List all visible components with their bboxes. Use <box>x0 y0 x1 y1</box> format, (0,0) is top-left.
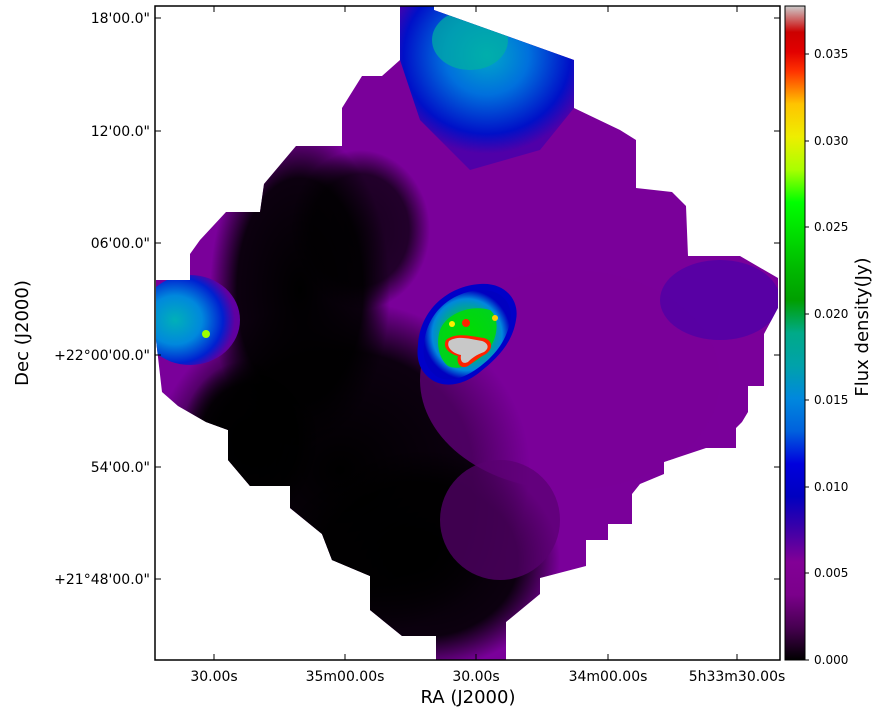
x-tick-label-1: 30.00s <box>190 669 237 685</box>
x-tick-label-2: 35m00.00s <box>306 669 385 685</box>
image-panel: 30.00s 35m00.00s 30.00s 34m00.00s 5h33m3… <box>12 5 786 708</box>
colorbar-tick-4: 0.020 <box>814 307 848 321</box>
y-axis-title: Dec (J2000) <box>12 280 33 386</box>
colorbar-tick-2: 0.010 <box>814 480 848 494</box>
x-tick-label-3: 30.00s <box>452 669 499 685</box>
y-tick-label-2: 12'00.0" <box>91 124 150 140</box>
y-ticks <box>155 17 780 580</box>
x-axis-title: RA (J2000) <box>421 687 516 708</box>
colorbar: 0.000 0.005 0.010 0.015 0.020 0.025 0.03… <box>784 5 873 667</box>
y-tick-label-4: +22°00'00.0" <box>54 348 150 364</box>
colorbar-tick-3: 0.015 <box>814 393 848 407</box>
colorbar-gradient <box>784 5 806 661</box>
x-tick-label-5: 5h33m30.00s <box>689 669 786 685</box>
y-tick-label-6: +21°48'00.0" <box>54 572 150 588</box>
western-emission <box>156 275 240 365</box>
colorbar-title: Flux density(Jy) <box>852 257 873 396</box>
y-tick-label-3: 06'00.0" <box>91 236 150 252</box>
x-tick-label-4: 34m00.00s <box>569 669 648 685</box>
colorbar-tick-7: 0.035 <box>814 47 848 61</box>
colorbar-tick-5: 0.025 <box>814 220 848 234</box>
x-ticks <box>213 6 738 660</box>
colorbar-tick-0: 0.000 <box>814 653 848 667</box>
image-frame <box>154 5 781 661</box>
colorbar-tick-6: 0.030 <box>814 134 848 148</box>
central-source <box>417 283 517 385</box>
y-tick-label-1: 18'00.0" <box>91 11 150 27</box>
y-tick-label-5: 54'00.0" <box>91 460 150 476</box>
colorbar-tick-1: 0.005 <box>814 566 848 580</box>
